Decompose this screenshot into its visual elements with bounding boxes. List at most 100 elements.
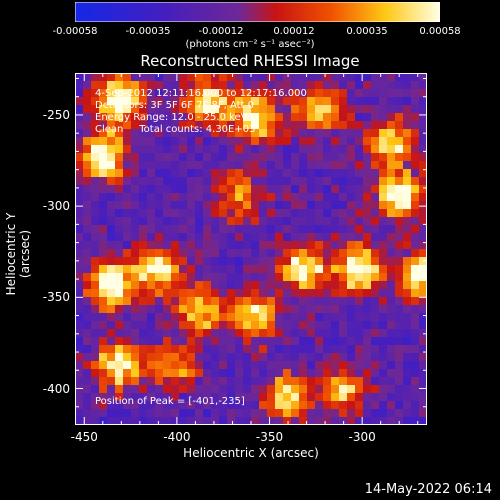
heatmap-cell: [235, 169, 244, 178]
heatmap-cell: [315, 137, 324, 146]
heatmap-cell: [219, 417, 228, 425]
heatmap-cell: [371, 113, 380, 122]
heatmap-cell: [267, 185, 276, 194]
heatmap-cell: [355, 137, 364, 146]
heatmap-cell: [235, 409, 244, 418]
heatmap-cell: [379, 129, 388, 138]
heatmap-cell: [323, 393, 332, 402]
heatmap-cell: [299, 417, 308, 425]
heatmap-cell: [419, 281, 427, 290]
heatmap-cell: [259, 313, 268, 322]
heatmap-cell: [403, 73, 412, 82]
heatmap-cell: [91, 241, 100, 250]
heatmap-cell: [219, 305, 228, 314]
heatmap-cell: [163, 89, 172, 98]
heatmap-cell: [315, 89, 324, 98]
colorbar-tick-label: -0.00058: [52, 26, 98, 37]
heatmap-cell: [139, 313, 148, 322]
heatmap-cell: [203, 337, 212, 346]
heatmap-cell: [179, 177, 188, 186]
heatmap-cell: [347, 281, 356, 290]
heatmap-cell: [131, 321, 140, 330]
heatmap-cell: [347, 289, 356, 298]
heatmap-cell: [363, 153, 372, 162]
colorbar-tick-label: -0.00035: [125, 26, 171, 37]
heatmap-cell: [307, 369, 316, 378]
heatmap-cell: [155, 97, 164, 106]
heatmap-cell: [283, 241, 292, 250]
heatmap-cell: [91, 313, 100, 322]
heatmap-cell: [331, 185, 340, 194]
heatmap-cell: [339, 105, 348, 114]
heatmap-cell: [107, 73, 116, 82]
heatmap-cell: [219, 97, 228, 106]
heatmap-cell: [131, 153, 140, 162]
heatmap-cell: [379, 161, 388, 170]
heatmap-cell: [299, 201, 308, 210]
heatmap-cell: [83, 233, 92, 242]
heatmap-cell: [371, 305, 380, 314]
heatmap-cell: [283, 169, 292, 178]
heatmap-cell: [75, 73, 84, 82]
heatmap-cell: [131, 121, 140, 130]
heatmap-cell: [203, 361, 212, 370]
heatmap-cell: [219, 257, 228, 266]
heatmap-cell: [91, 305, 100, 314]
heatmap-cell: [171, 217, 180, 226]
heatmap-cell: [235, 393, 244, 402]
heatmap-cell: [219, 105, 228, 114]
heatmap-cell: [203, 97, 212, 106]
heatmap-cell: [403, 217, 412, 226]
heatmap-cell: [411, 321, 420, 330]
heatmap-cell: [203, 129, 212, 138]
heatmap-cell: [307, 353, 316, 362]
heatmap-cell: [123, 129, 132, 138]
heatmap-cell: [371, 377, 380, 386]
heatmap-cell: [123, 185, 132, 194]
heatmap-cell: [187, 297, 196, 306]
heatmap-cell: [235, 161, 244, 170]
heatmap-cell: [139, 289, 148, 298]
heatmap-cell: [403, 289, 412, 298]
heatmap-cell: [131, 97, 140, 106]
heatmap-cell: [187, 217, 196, 226]
heatmap-cell: [171, 185, 180, 194]
heatmap-cell: [179, 105, 188, 114]
heatmap-cell: [387, 321, 396, 330]
heatmap-cell: [171, 137, 180, 146]
heatmap-cell: [299, 233, 308, 242]
heatmap-cell: [267, 81, 276, 90]
heatmap-cell: [243, 217, 252, 226]
heatmap-cell: [291, 273, 300, 282]
heatmap-cell: [299, 193, 308, 202]
heatmap-cell: [163, 145, 172, 154]
heatmap-cell: [355, 281, 364, 290]
heatmap-cell: [235, 385, 244, 394]
heatmap-cell: [331, 241, 340, 250]
heatmap-cell: [211, 321, 220, 330]
heatmap-cell: [275, 257, 284, 266]
heatmap-cell: [171, 129, 180, 138]
heatmap-cell: [115, 273, 124, 282]
heatmap-cell: [251, 137, 260, 146]
heatmap-cell: [235, 137, 244, 146]
heatmap-cell: [299, 273, 308, 282]
heatmap-cell: [339, 361, 348, 370]
heatmap-cell: [91, 297, 100, 306]
heatmap-cell: [395, 401, 404, 410]
heatmap-cell: [211, 409, 220, 418]
heatmap-cell: [171, 265, 180, 274]
heatmap-cell: [387, 217, 396, 226]
heatmap-cell: [291, 177, 300, 186]
heatmap-cell: [283, 81, 292, 90]
heatmap-cell: [379, 393, 388, 402]
heatmap-cell: [131, 257, 140, 266]
heatmap-cell: [259, 305, 268, 314]
heatmap-cell: [371, 369, 380, 378]
heatmap-cell: [123, 257, 132, 266]
heatmap-cell: [227, 145, 236, 154]
heatmap-cell: [227, 105, 236, 114]
heatmap-cell: [243, 257, 252, 266]
heatmap-cell: [203, 273, 212, 282]
heatmap-cell: [315, 233, 324, 242]
